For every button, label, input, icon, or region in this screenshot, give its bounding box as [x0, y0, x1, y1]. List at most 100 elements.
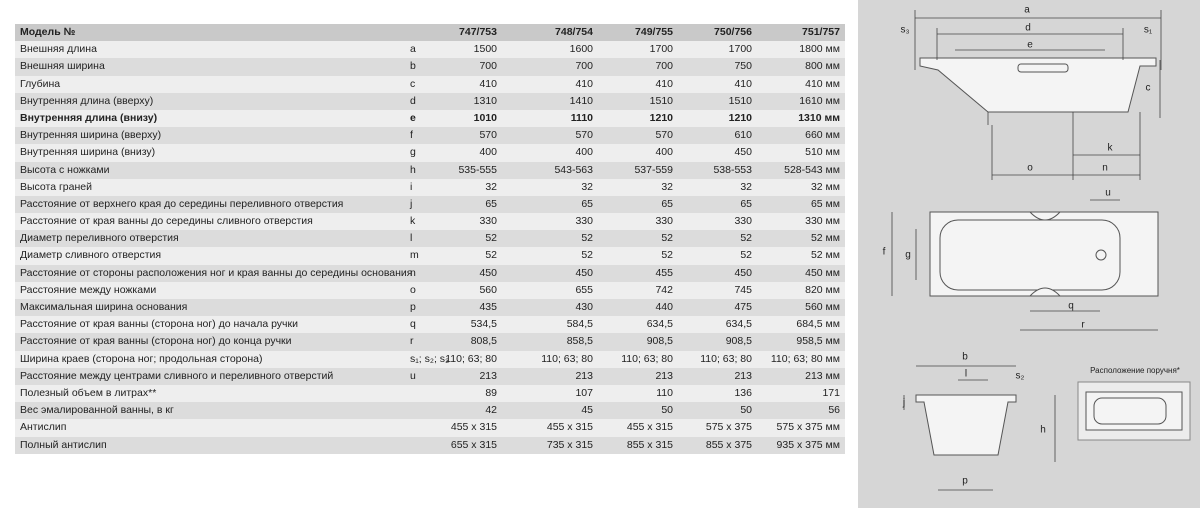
spec-letter: r [410, 335, 414, 348]
spec-value: 1210 [649, 111, 673, 124]
dimension-label: p [962, 476, 968, 487]
spec-value: 110; 63; 80 [541, 352, 593, 365]
plan-view [891, 199, 1159, 331]
spec-value: 171 [822, 386, 840, 399]
spec-value: 65 [661, 197, 673, 210]
dimension-label: n [1102, 163, 1108, 174]
spec-value: 45 [581, 404, 593, 417]
spec-value: 1310 мм [798, 111, 840, 124]
spec-value: 510 мм [805, 146, 840, 159]
spec-value: 450 [734, 146, 752, 159]
spec-label: Внешняя длина [20, 43, 97, 56]
spec-value: 700 [575, 60, 593, 73]
spec-value: 50 [661, 404, 673, 417]
dimension-label: r [1081, 320, 1085, 331]
header-row: Модель № 747/753 748/754 749/755 750/756 751/… [15, 24, 845, 42]
spec-value: 110; 63; 80 [445, 352, 497, 365]
spec-value: 700 [655, 60, 673, 73]
spec-letter: l [410, 232, 413, 245]
spec-value: 455 x 315 [626, 421, 673, 434]
spec-value: 570 [655, 129, 673, 142]
spec-value: 1600 [569, 43, 593, 56]
dimension-label: o [1027, 163, 1033, 174]
spec-label: Расстояние между центрами сливного и пер… [20, 369, 334, 382]
spec-label: Внешняя ширина [20, 60, 105, 73]
spec-value: 538-553 [713, 163, 752, 176]
spec-value: 89 [485, 386, 497, 399]
spec-row: Максимальная ширина основания p 435 430 440 4… [15, 299, 845, 317]
spec-value: 52 [661, 249, 673, 262]
spec-value: 440 [655, 301, 673, 313]
spec-value: 634,5 [646, 318, 673, 331]
spec-letter: e [410, 111, 416, 124]
header-label: Модель № [20, 26, 76, 38]
spec-value: 935 x 375 мм [776, 438, 840, 451]
spec-value: 400 [575, 146, 593, 159]
spec-row: Антислип 455 x 315 455 x 315 455 x 315 575 x… [15, 419, 845, 437]
spec-value: 56 [828, 404, 840, 417]
spec-letter: m [410, 249, 419, 262]
spec-letter: o [410, 283, 416, 296]
spec-value: 50 [740, 404, 752, 417]
spec-value: 610 [734, 129, 752, 142]
spec-value: 400 [655, 146, 673, 159]
spec-label: Глубина [20, 77, 61, 90]
spec-value: 52 мм [810, 232, 840, 245]
spec-value: 958,5 мм [796, 335, 840, 348]
spec-label: Диаметр переливного отверстия [20, 232, 179, 245]
model-number: 751/757 [802, 26, 840, 38]
spec-value: 410 [734, 77, 752, 90]
spec-value: 634,5 [725, 318, 752, 331]
spec-row: Внешняя длина a 1500 1600 1700 1700 1800 мм [15, 41, 845, 59]
spec-value: 410 [479, 77, 497, 90]
spec-label: Высота с ножками [20, 163, 110, 176]
spec-value: 455 [655, 266, 673, 279]
spec-label: Максимальная ширина основания [20, 301, 188, 313]
spec-label: Полный антислип [20, 438, 107, 451]
dimension-label: e [1027, 40, 1033, 51]
spec-value: 534,5 [470, 318, 497, 331]
dimension-label: g [905, 250, 911, 261]
dimension-label: h [1040, 425, 1046, 436]
dimension-label: b [962, 352, 968, 363]
spec-value: 213 [479, 369, 497, 382]
spec-value: 450 [575, 266, 593, 279]
spec-row: Расстояние между ножками o 560 655 742 745 820… [15, 281, 845, 299]
spec-label: Расстояние от верхнего края до середины … [20, 197, 344, 210]
spec-label: Внутренняя ширина (внизу) [20, 146, 156, 159]
spec-value: 800 мм [805, 60, 840, 73]
spec-row: Ширина краев (сторона ног; продольная ст… [15, 350, 845, 368]
spec-value: 560 мм [805, 301, 840, 313]
spec-value: 52 [661, 232, 673, 245]
spec-row: Расстояние от края ванны до середины сли… [15, 213, 845, 231]
dimension-label: s₂ [1016, 371, 1025, 382]
spec-value: 1310 [473, 94, 497, 107]
spec-row: Диаметр переливного отверстия l 52 52 52 52 52… [15, 230, 845, 248]
spec-value: 213 [575, 369, 593, 382]
spec-row: Глубина c 410 410 410 410 410 мм [15, 75, 845, 93]
spec-value: 543-563 [554, 163, 593, 176]
spec-label: Расстояние от края ванны до середины сли… [20, 215, 313, 228]
spec-value: 330 [655, 215, 673, 228]
spec-value: 1410 [569, 94, 593, 107]
spec-letter: b [410, 60, 416, 73]
dimension-label: q [1068, 301, 1074, 312]
spec-value: 660 мм [805, 129, 840, 142]
spec-label: Расстояние от края ванны (сторона ног) д… [20, 318, 298, 331]
spec-value: 1800 мм [799, 43, 840, 56]
spec-value: 537-559 [634, 163, 673, 176]
model-number: 749/755 [635, 26, 673, 38]
dimension-label: s₃ [900, 25, 909, 36]
side-view [914, 10, 1162, 180]
spec-letter: u [410, 369, 416, 382]
spec-value: 32 мм [810, 180, 840, 193]
spec-row: Расстояние от края ванны (сторона ног) д… [15, 333, 845, 351]
spec-value: 1610 мм [799, 94, 840, 107]
handle-view [1077, 381, 1191, 441]
spec-value: 330 [734, 215, 752, 228]
spec-label: Антислип [20, 421, 67, 434]
spec-letter: k [410, 215, 416, 228]
spec-value: 700 [479, 60, 497, 73]
